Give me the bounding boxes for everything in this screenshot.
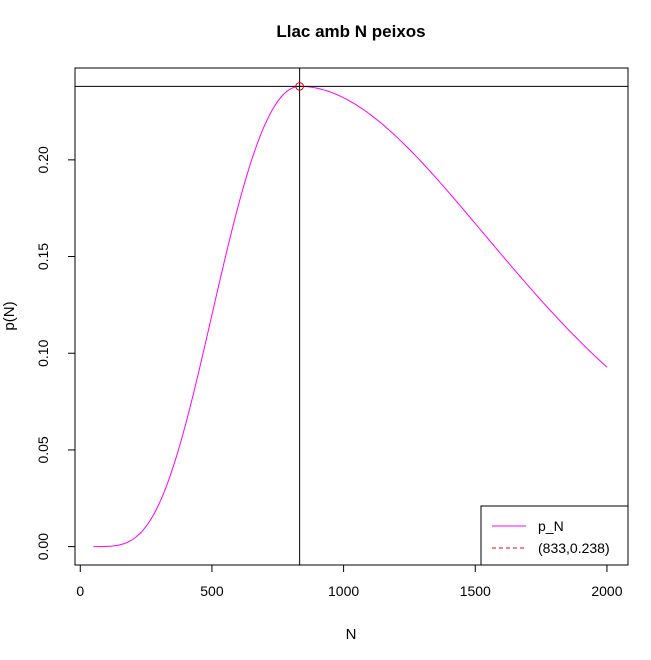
x-axis: 0 500 1000 1500 2000 [76, 564, 623, 599]
y-axis-label: p(N) [1, 301, 18, 330]
legend-label-p-n: p_N [538, 518, 564, 534]
chart-title: Llac amb N peixos [276, 22, 425, 41]
annotation-group [75, 68, 628, 565]
legend-box [480, 505, 629, 566]
legend: p_N (833,0.238) [480, 505, 629, 566]
x-tick-label: 1000 [328, 583, 359, 599]
max-point-marker [295, 82, 304, 91]
x-tick-label: 1500 [460, 583, 491, 599]
y-tick-label: 0.10 [35, 339, 51, 366]
y-tick-label: 0.00 [35, 533, 51, 560]
x-tick-label: 2000 [591, 583, 622, 599]
y-tick-label: 0.15 [35, 243, 51, 270]
y-tick-label: 0.20 [35, 146, 51, 173]
x-axis-label: N [346, 626, 357, 643]
series-line-p-n [93, 85, 608, 548]
x-tick-label: 500 [200, 583, 224, 599]
plot-frame [74, 67, 629, 566]
x-tick-label: 0 [76, 583, 84, 599]
series-group [93, 85, 608, 548]
y-tick-label: 0.05 [35, 436, 51, 463]
legend-label-max-point: (833,0.238) [538, 540, 610, 556]
y-axis: 0.00 0.05 0.10 0.15 0.20 [35, 146, 76, 560]
